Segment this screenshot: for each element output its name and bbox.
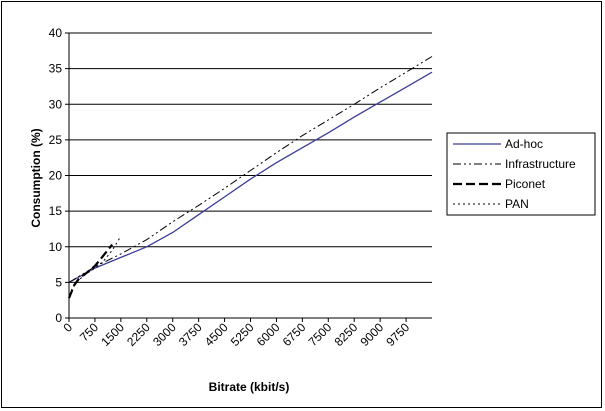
legend-label: Ad-hoc: [505, 137, 543, 151]
y-tick-label: 40: [49, 26, 63, 40]
x-tick-label: 3000: [150, 320, 179, 349]
x-axis-title: Bitrate (kbit/s): [209, 380, 290, 394]
series-layer: [67, 56, 433, 299]
y-tick-label: 10: [49, 240, 63, 254]
x-tick-label: 6750: [280, 320, 309, 349]
x-tick-label: 3750: [176, 320, 205, 349]
y-tick-label: 5: [55, 275, 62, 289]
x-tick-label: 5250: [228, 320, 257, 349]
y-axis-ticks: 0 5 10 15 20 25 30 35 40: [49, 26, 69, 325]
legend: Ad-hoc Infrastructure Piconet PAN: [446, 132, 596, 216]
series-line-pan: [68, 235, 122, 296]
x-tick-label: 9750: [383, 320, 412, 349]
x-tick-label: 9000: [357, 320, 386, 349]
legend-label: Infrastructure: [505, 157, 576, 171]
x-tick-label: 8250: [332, 320, 361, 349]
x-tick-label: 7500: [306, 320, 335, 349]
legend-box: [446, 132, 596, 216]
y-tick-label: 0: [55, 311, 62, 325]
series-line-infrastructure: [68, 56, 433, 283]
x-axis-ticks: 0 750150022503000375045005250600067507500…: [60, 318, 412, 349]
y-tick-label: 25: [49, 133, 63, 147]
x-tick-label: 2250: [124, 320, 153, 349]
legend-label: PAN: [505, 197, 529, 211]
x-tick-label: 6000: [254, 320, 283, 349]
x-tick-label: 1500: [98, 320, 127, 349]
x-tick-label: 4500: [202, 320, 231, 349]
x-tick-label: 0: [60, 320, 75, 335]
y-axis-title: Consumption (%): [29, 128, 43, 227]
series-line-ad-hoc: [68, 71, 433, 283]
y-tick-label: 35: [49, 62, 63, 76]
y-tick-label: 15: [49, 204, 63, 218]
x-tick-label: 750: [77, 320, 101, 344]
legend-label: Piconet: [505, 177, 546, 191]
y-tick-label: 30: [49, 97, 63, 111]
y-tick-label: 20: [49, 169, 63, 183]
gridlines: [69, 32, 432, 283]
